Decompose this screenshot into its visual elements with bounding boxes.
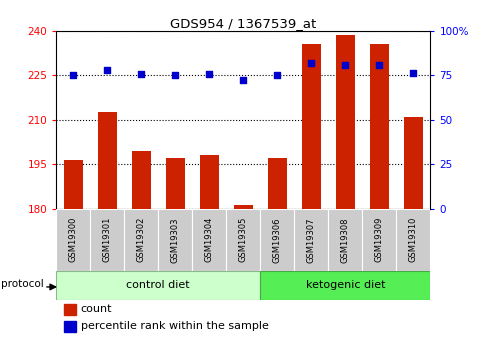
Point	[307, 60, 315, 66]
Bar	[260, 209, 294, 271]
Bar	[98, 112, 116, 209]
Text: control diet: control diet	[126, 280, 190, 290]
Point	[341, 62, 348, 68]
Title: GDS954 / 1367539_at: GDS954 / 1367539_at	[170, 17, 316, 30]
Bar	[200, 155, 218, 209]
Bar	[267, 158, 286, 209]
Bar	[301, 45, 320, 209]
Bar	[395, 209, 429, 271]
Bar	[64, 160, 82, 209]
Text: GSM19305: GSM19305	[238, 217, 247, 263]
Text: protocol: protocol	[1, 279, 44, 289]
Text: GSM19304: GSM19304	[204, 217, 213, 263]
Point	[103, 67, 111, 73]
Bar	[56, 271, 260, 300]
Bar	[124, 209, 158, 271]
Bar	[192, 209, 226, 271]
Text: GSM19309: GSM19309	[374, 217, 383, 263]
Bar	[226, 209, 260, 271]
Bar	[90, 209, 124, 271]
Point	[408, 70, 416, 76]
Bar	[63, 321, 76, 332]
Point	[375, 62, 383, 68]
Bar	[294, 209, 327, 271]
Text: GSM19306: GSM19306	[272, 217, 281, 263]
Text: GSM19303: GSM19303	[170, 217, 180, 263]
Bar	[63, 304, 76, 315]
Text: GSM19301: GSM19301	[102, 217, 112, 263]
Bar	[369, 45, 388, 209]
Text: GSM19308: GSM19308	[340, 217, 349, 263]
Bar	[158, 209, 192, 271]
Point	[273, 72, 281, 77]
Bar	[335, 36, 354, 209]
Bar	[165, 158, 184, 209]
Point	[205, 71, 213, 77]
Text: count: count	[81, 304, 112, 314]
Point	[239, 77, 246, 83]
Point	[137, 71, 145, 77]
Text: GSM19300: GSM19300	[69, 217, 78, 263]
Text: GSM19307: GSM19307	[306, 217, 315, 263]
Text: GSM19310: GSM19310	[408, 217, 417, 263]
Bar	[260, 271, 429, 300]
Bar	[56, 209, 90, 271]
Text: ketogenic diet: ketogenic diet	[305, 280, 384, 290]
Bar	[132, 151, 150, 209]
Point	[171, 73, 179, 78]
Point	[69, 73, 77, 78]
Bar	[233, 205, 252, 209]
Bar	[362, 209, 395, 271]
Bar	[327, 209, 362, 271]
Text: GSM19302: GSM19302	[137, 217, 145, 263]
Bar	[403, 117, 422, 209]
Text: percentile rank within the sample: percentile rank within the sample	[81, 322, 268, 331]
